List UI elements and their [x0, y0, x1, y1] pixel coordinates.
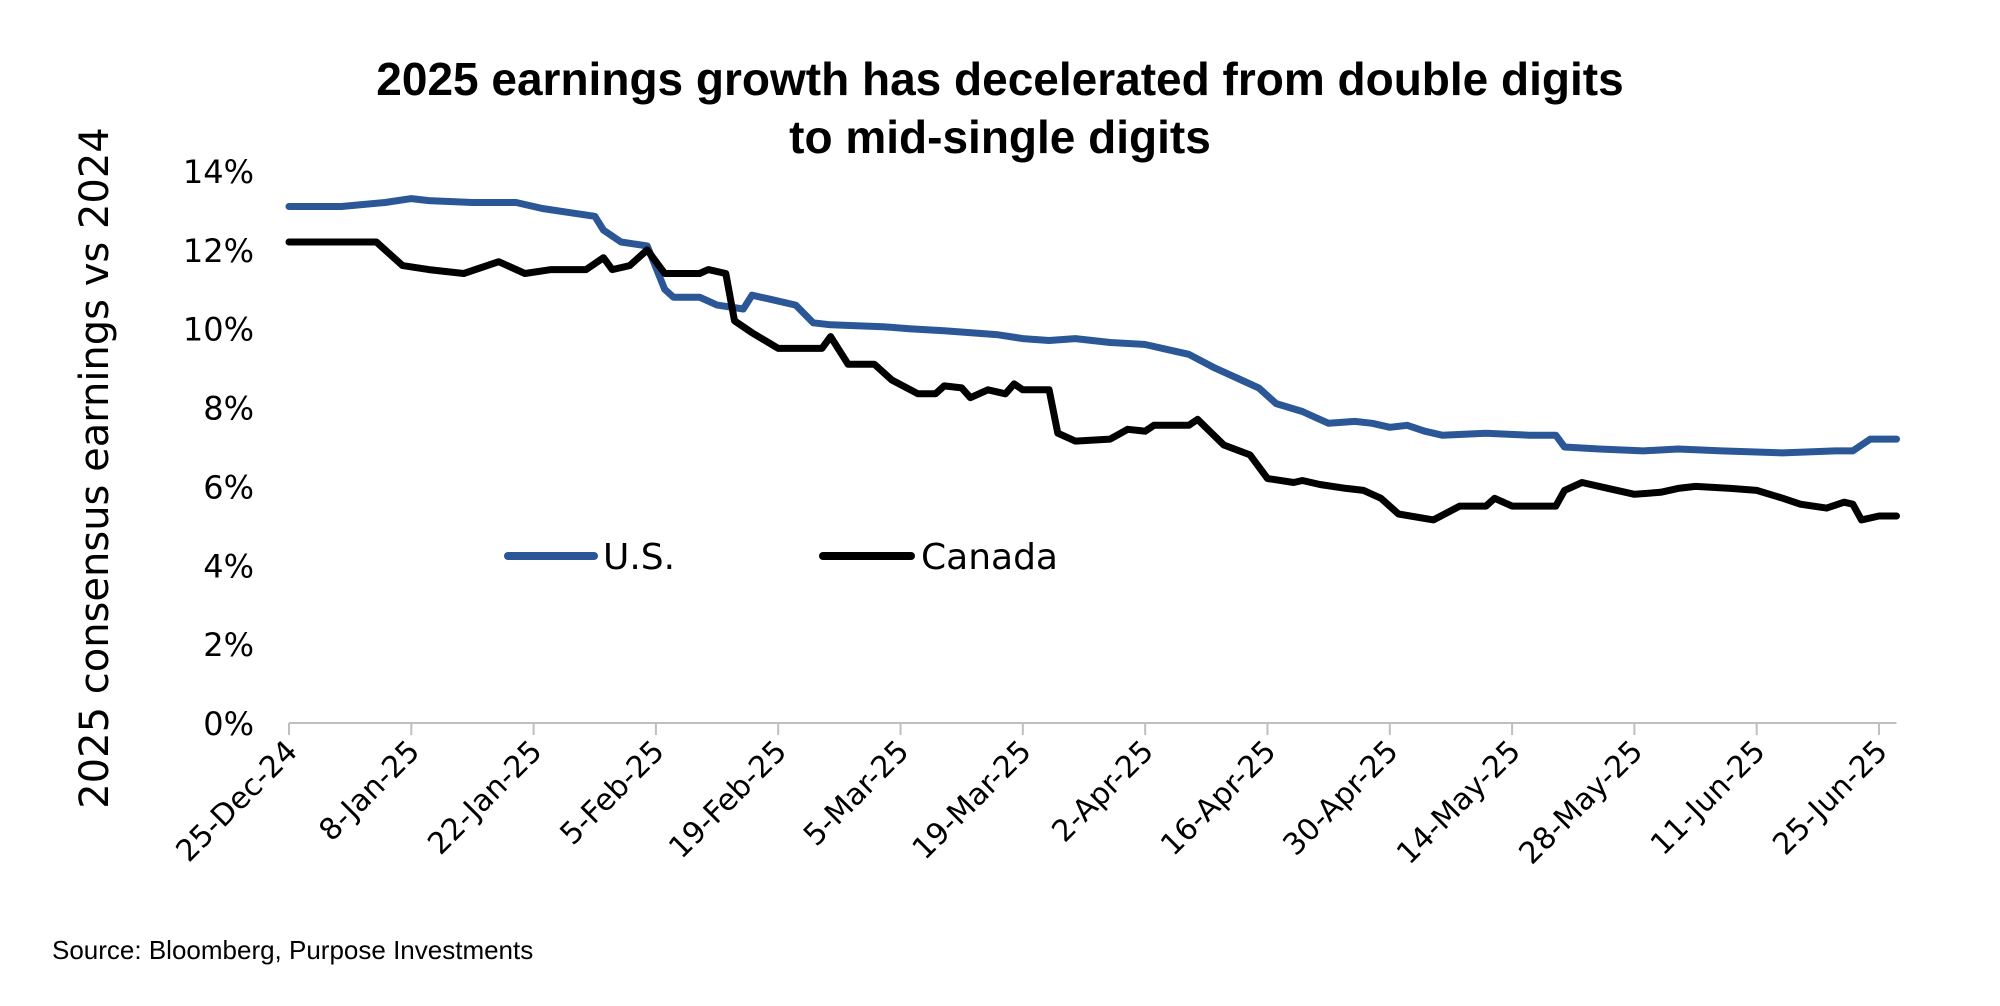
- legend: U.S. Canada: [504, 537, 1058, 578]
- y-tick-label: 2%: [203, 626, 254, 664]
- x-tick-label: 8-Jan-25: [313, 734, 427, 848]
- y-tick-label: 6%: [203, 468, 254, 506]
- x-tick-label: 11-Jun-25: [1644, 734, 1772, 862]
- x-tick-label: 2-Apr-25: [1045, 734, 1160, 849]
- y-tick-label: 0%: [203, 705, 254, 743]
- x-tick-label: 30-Apr-25: [1277, 734, 1406, 863]
- x-tick-label: 5-Feb-25: [553, 734, 671, 852]
- x-tick-label: 5-Mar-25: [797, 734, 916, 853]
- legend-label: U.S.: [603, 537, 675, 578]
- y-tick-label: 10%: [183, 311, 254, 349]
- x-tick-label: 28-May-25: [1513, 734, 1651, 872]
- x-tick-label: 16-Apr-25: [1154, 734, 1283, 863]
- chart-title-line-1: 2025 earnings growth has decelerated fro…: [376, 53, 1624, 105]
- y-tick-label: 14%: [183, 153, 254, 191]
- x-tick-label: 25-Jun-25: [1766, 734, 1894, 862]
- y-tick-label: 8%: [203, 390, 254, 428]
- x-tick-label: 22-Jan-25: [421, 734, 549, 862]
- y-axis-label: 2025 consensus earnings vs 2024: [72, 127, 118, 809]
- series-line-us: [285, 195, 1900, 457]
- y-tick-label: 4%: [203, 547, 254, 585]
- chart-title-line-2: to mid-single digits: [789, 111, 1211, 163]
- x-tick-label: 25-Dec-24: [170, 734, 305, 869]
- x-tick-label: 19-Mar-25: [906, 734, 1039, 867]
- series-line-canada: [285, 238, 1900, 524]
- source-note: Source: Bloomberg, Purpose Investments: [52, 935, 534, 965]
- legend-label: Canada: [921, 537, 1058, 578]
- y-tick-label: 12%: [183, 232, 254, 270]
- chart-title: 2025 earnings growth has decelerated fro…: [0, 50, 2000, 166]
- x-tick-label: 19-Feb-25: [662, 734, 794, 866]
- x-tick-label: 14-May-25: [1390, 734, 1528, 872]
